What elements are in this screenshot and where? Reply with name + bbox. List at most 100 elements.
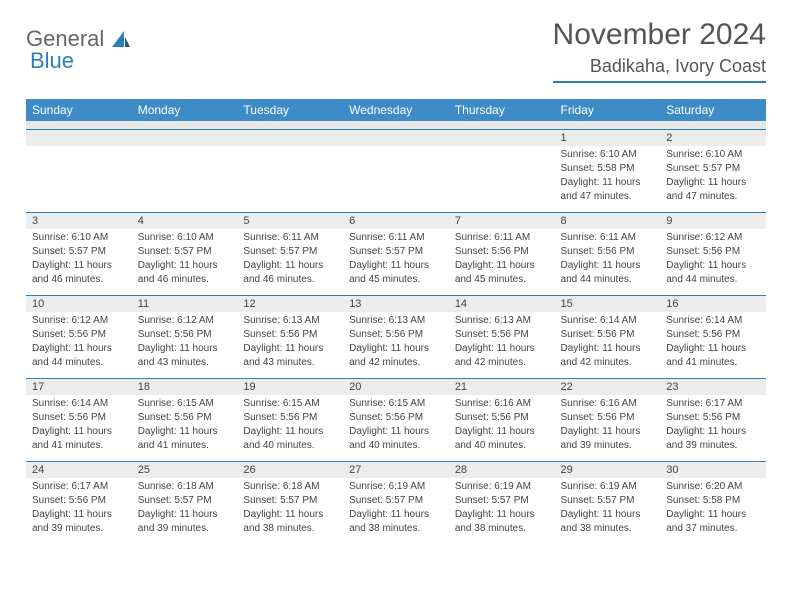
sunset-text: Sunset: 5:57 PM xyxy=(243,494,337,508)
sunset-text: Sunset: 5:56 PM xyxy=(138,328,232,342)
daylight-text: Daylight: 11 hours and 42 minutes. xyxy=(561,342,655,370)
week-row: 24Sunrise: 6:17 AMSunset: 5:56 PMDayligh… xyxy=(26,461,766,544)
logo-word2: Blue xyxy=(30,48,74,74)
sunset-text: Sunset: 5:58 PM xyxy=(561,162,655,176)
day-body: Sunrise: 6:19 AMSunset: 5:57 PMDaylight:… xyxy=(555,478,661,544)
week-row: 10Sunrise: 6:12 AMSunset: 5:56 PMDayligh… xyxy=(26,295,766,378)
day-body: Sunrise: 6:17 AMSunset: 5:56 PMDaylight:… xyxy=(26,478,132,544)
day-header: Saturday xyxy=(660,99,766,121)
sunrise-text: Sunrise: 6:11 AM xyxy=(243,231,337,245)
sunrise-text: Sunrise: 6:11 AM xyxy=(561,231,655,245)
daylight-text: Daylight: 11 hours and 46 minutes. xyxy=(138,259,232,287)
day-body: Sunrise: 6:16 AMSunset: 5:56 PMDaylight:… xyxy=(555,395,661,461)
day-cell: 22Sunrise: 6:16 AMSunset: 5:56 PMDayligh… xyxy=(555,378,661,461)
daylight-text: Daylight: 11 hours and 38 minutes. xyxy=(561,508,655,536)
sunset-text: Sunset: 5:56 PM xyxy=(243,411,337,425)
day-number: 15 xyxy=(555,296,661,312)
daylight-text: Daylight: 11 hours and 41 minutes. xyxy=(138,425,232,453)
day-header: Sunday xyxy=(26,99,132,121)
day-body: Sunrise: 6:18 AMSunset: 5:57 PMDaylight:… xyxy=(132,478,238,544)
day-number: 7 xyxy=(449,213,555,229)
day-cell: 7Sunrise: 6:11 AMSunset: 5:56 PMDaylight… xyxy=(449,212,555,295)
sunrise-text: Sunrise: 6:20 AM xyxy=(666,480,760,494)
day-cell: 29Sunrise: 6:19 AMSunset: 5:57 PMDayligh… xyxy=(555,461,661,544)
day-cell: 14Sunrise: 6:13 AMSunset: 5:56 PMDayligh… xyxy=(449,295,555,378)
sunrise-text: Sunrise: 6:19 AM xyxy=(349,480,443,494)
daylight-text: Daylight: 11 hours and 40 minutes. xyxy=(349,425,443,453)
daylight-text: Daylight: 11 hours and 45 minutes. xyxy=(455,259,549,287)
day-cell xyxy=(26,129,132,212)
day-cell xyxy=(449,129,555,212)
sunrise-text: Sunrise: 6:16 AM xyxy=(561,397,655,411)
day-number-empty xyxy=(343,130,449,146)
sunrise-text: Sunrise: 6:11 AM xyxy=(455,231,549,245)
daylight-text: Daylight: 11 hours and 47 minutes. xyxy=(561,176,655,204)
day-number: 11 xyxy=(132,296,238,312)
day-body: Sunrise: 6:10 AMSunset: 5:57 PMDaylight:… xyxy=(132,229,238,295)
daylight-text: Daylight: 11 hours and 37 minutes. xyxy=(666,508,760,536)
day-number: 16 xyxy=(660,296,766,312)
day-cell: 4Sunrise: 6:10 AMSunset: 5:57 PMDaylight… xyxy=(132,212,238,295)
day-cell: 11Sunrise: 6:12 AMSunset: 5:56 PMDayligh… xyxy=(132,295,238,378)
daylight-text: Daylight: 11 hours and 46 minutes. xyxy=(243,259,337,287)
daylight-text: Daylight: 11 hours and 43 minutes. xyxy=(243,342,337,370)
daylight-text: Daylight: 11 hours and 41 minutes. xyxy=(666,342,760,370)
daylight-text: Daylight: 11 hours and 41 minutes. xyxy=(32,425,126,453)
sunrise-text: Sunrise: 6:10 AM xyxy=(666,148,760,162)
day-number-empty xyxy=(26,130,132,146)
sunrise-text: Sunrise: 6:18 AM xyxy=(138,480,232,494)
sunset-text: Sunset: 5:56 PM xyxy=(32,328,126,342)
day-cell: 23Sunrise: 6:17 AMSunset: 5:56 PMDayligh… xyxy=(660,378,766,461)
sunset-text: Sunset: 5:56 PM xyxy=(666,411,760,425)
day-body: Sunrise: 6:11 AMSunset: 5:56 PMDaylight:… xyxy=(555,229,661,295)
day-body: Sunrise: 6:19 AMSunset: 5:57 PMDaylight:… xyxy=(449,478,555,544)
sunrise-text: Sunrise: 6:17 AM xyxy=(666,397,760,411)
day-cell: 17Sunrise: 6:14 AMSunset: 5:56 PMDayligh… xyxy=(26,378,132,461)
daylight-text: Daylight: 11 hours and 43 minutes. xyxy=(138,342,232,370)
sunset-text: Sunset: 5:56 PM xyxy=(138,411,232,425)
day-number: 5 xyxy=(237,213,343,229)
sunset-text: Sunset: 5:56 PM xyxy=(561,245,655,259)
sunrise-text: Sunrise: 6:12 AM xyxy=(32,314,126,328)
week-row: 17Sunrise: 6:14 AMSunset: 5:56 PMDayligh… xyxy=(26,378,766,461)
sunset-text: Sunset: 5:57 PM xyxy=(243,245,337,259)
day-body: Sunrise: 6:15 AMSunset: 5:56 PMDaylight:… xyxy=(237,395,343,461)
daylight-text: Daylight: 11 hours and 38 minutes. xyxy=(455,508,549,536)
day-cell: 15Sunrise: 6:14 AMSunset: 5:56 PMDayligh… xyxy=(555,295,661,378)
sunset-text: Sunset: 5:56 PM xyxy=(561,411,655,425)
day-number: 24 xyxy=(26,462,132,478)
day-number-empty xyxy=(132,130,238,146)
daylight-text: Daylight: 11 hours and 39 minutes. xyxy=(561,425,655,453)
sunrise-text: Sunrise: 6:14 AM xyxy=(32,397,126,411)
logo: General xyxy=(26,18,132,52)
sunrise-text: Sunrise: 6:13 AM xyxy=(243,314,337,328)
day-number: 19 xyxy=(237,379,343,395)
day-cell: 18Sunrise: 6:15 AMSunset: 5:56 PMDayligh… xyxy=(132,378,238,461)
day-body: Sunrise: 6:11 AMSunset: 5:56 PMDaylight:… xyxy=(449,229,555,295)
day-cell: 25Sunrise: 6:18 AMSunset: 5:57 PMDayligh… xyxy=(132,461,238,544)
week-row: 3Sunrise: 6:10 AMSunset: 5:57 PMDaylight… xyxy=(26,212,766,295)
day-body: Sunrise: 6:13 AMSunset: 5:56 PMDaylight:… xyxy=(237,312,343,378)
day-body: Sunrise: 6:14 AMSunset: 5:56 PMDaylight:… xyxy=(26,395,132,461)
sunset-text: Sunset: 5:57 PM xyxy=(349,245,443,259)
day-body: Sunrise: 6:17 AMSunset: 5:56 PMDaylight:… xyxy=(660,395,766,461)
day-body: Sunrise: 6:15 AMSunset: 5:56 PMDaylight:… xyxy=(343,395,449,461)
sunset-text: Sunset: 5:56 PM xyxy=(561,328,655,342)
sunrise-text: Sunrise: 6:14 AM xyxy=(561,314,655,328)
day-body: Sunrise: 6:14 AMSunset: 5:56 PMDaylight:… xyxy=(555,312,661,378)
daylight-text: Daylight: 11 hours and 38 minutes. xyxy=(349,508,443,536)
sunrise-text: Sunrise: 6:19 AM xyxy=(561,480,655,494)
day-header-row: SundayMondayTuesdayWednesdayThursdayFrid… xyxy=(26,99,766,121)
day-body: Sunrise: 6:11 AMSunset: 5:57 PMDaylight:… xyxy=(237,229,343,295)
day-number: 22 xyxy=(555,379,661,395)
month-title: November 2024 xyxy=(553,18,766,52)
sunset-text: Sunset: 5:57 PM xyxy=(455,494,549,508)
sunrise-text: Sunrise: 6:13 AM xyxy=(455,314,549,328)
day-number: 17 xyxy=(26,379,132,395)
daylight-text: Daylight: 11 hours and 39 minutes. xyxy=(32,508,126,536)
day-number: 28 xyxy=(449,462,555,478)
sunrise-text: Sunrise: 6:10 AM xyxy=(138,231,232,245)
day-cell: 3Sunrise: 6:10 AMSunset: 5:57 PMDaylight… xyxy=(26,212,132,295)
daylight-text: Daylight: 11 hours and 42 minutes. xyxy=(455,342,549,370)
day-body: Sunrise: 6:10 AMSunset: 5:57 PMDaylight:… xyxy=(26,229,132,295)
